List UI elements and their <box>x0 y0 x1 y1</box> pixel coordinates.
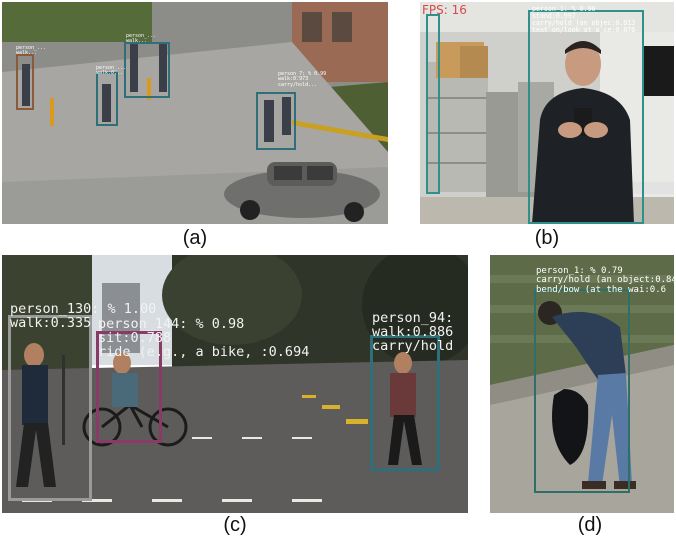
detection-box <box>528 10 644 224</box>
panel-d-caption: (d) <box>577 514 603 536</box>
detection-box <box>534 289 630 493</box>
detection-label: person_1: % 0.96 stand:0.997 carry/hold … <box>532 5 636 34</box>
person-shape <box>538 301 636 489</box>
panel-a-scene <box>2 2 388 224</box>
detection-box <box>16 54 34 110</box>
panel-d-image: person_1: % 0.79 carry/hold (an object:0… <box>490 255 674 513</box>
detection-box <box>96 72 118 126</box>
panel-a-image: person_... walk... person_... walk:0... pe… <box>2 2 388 224</box>
panel-b-caption: (b) <box>534 227 560 249</box>
panel-c-image: person_130: % 1.00 walk:0.335 person_144… <box>2 255 468 513</box>
detection-box <box>426 14 440 194</box>
detection-box <box>124 42 170 98</box>
panel-c-scene <box>2 255 468 513</box>
car-shape <box>224 162 380 222</box>
detection-label: person_... walk:0... <box>96 65 127 77</box>
detection-label: person_94: walk:0.886 carry/hold <box>372 310 454 355</box>
fps-readout: FPS: 16 <box>422 3 467 17</box>
detection-label: person_1: % 0.79 carry/hold (an object:0… <box>536 266 674 295</box>
panel-b-scene <box>420 2 674 224</box>
person-shape <box>532 41 634 224</box>
detection-box <box>96 331 162 443</box>
person-shape <box>388 352 422 465</box>
detection-label: person_144: % 0.98 sit:0.788 ride (e.g.,… <box>98 316 310 361</box>
person-shape <box>16 343 56 487</box>
detection-label: person_... walk... <box>126 33 157 45</box>
detection-box <box>370 335 440 471</box>
detection-box <box>8 315 92 501</box>
detection-box <box>256 92 296 150</box>
panel-d-scene <box>490 255 674 513</box>
detection-label: person_7: % 0.99 walk:0.973 carry/hold... <box>278 71 327 88</box>
detection-label: person_130: % 1.00 walk:0.335 <box>10 301 157 332</box>
detection-label: person_... walk... <box>16 45 47 57</box>
panel-c-caption: (c) <box>223 514 247 536</box>
panel-b-image: FPS: 16 person_1: % 0.96 stand:0.997 car… <box>420 2 674 224</box>
panel-a-caption: (a) <box>182 227 208 249</box>
bicycle-shape <box>82 352 188 447</box>
